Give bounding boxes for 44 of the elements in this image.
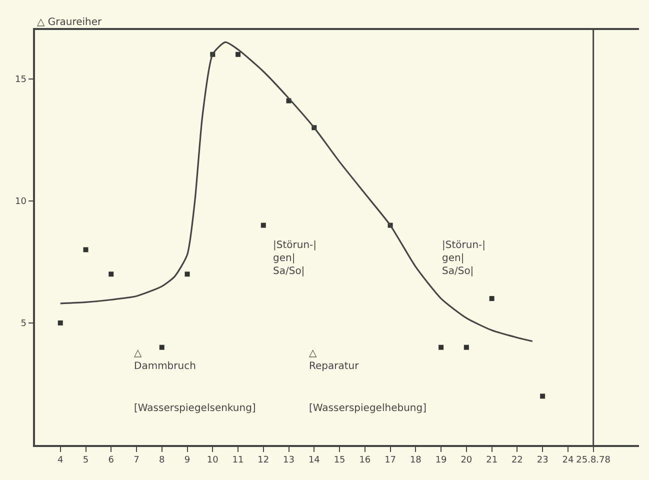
x-tick-label: 15 <box>334 456 346 466</box>
x-tick-label: 21 <box>486 456 498 466</box>
x-tick-label: 8 <box>159 456 166 466</box>
x-tick-label: 17 <box>384 456 396 466</box>
y-axis-title: △ Graureiher <box>37 17 103 28</box>
y-tick-label: 5 <box>20 319 26 330</box>
annotation: △ Dammbruch <box>134 348 196 372</box>
x-tick-label: 6 <box>108 456 114 466</box>
x-tick-label: 16 <box>359 456 371 466</box>
annotation: |Störun-| gen| Sa/So| <box>442 240 486 277</box>
point <box>236 52 241 57</box>
x-tick-label: 10 <box>206 456 219 466</box>
x-tick-label: 11 <box>232 456 244 466</box>
line-series <box>60 41 534 342</box>
point <box>58 320 63 326</box>
x-tick-label: 18 <box>410 456 422 466</box>
y-tick-label: 10 <box>14 197 27 208</box>
point <box>184 272 190 277</box>
annotation: |Störun-| gen| Sa/So| <box>273 240 317 277</box>
point <box>464 344 469 350</box>
x-tick-label: 12 <box>258 456 270 466</box>
y-tick-label: 15 <box>14 74 26 85</box>
annotation: [Wasserspiegelsenkung] <box>134 403 256 414</box>
point <box>108 272 114 277</box>
point <box>540 394 546 399</box>
x-tick-label: 20 <box>460 456 472 466</box>
point <box>438 344 444 350</box>
point <box>159 344 164 350</box>
x-tick-label: 14 <box>308 456 320 466</box>
x-tick-label: 23 <box>536 456 548 466</box>
annotation: [Wasserspiegelhebung] <box>309 403 427 414</box>
x-tick-label: 9 <box>184 456 190 466</box>
x-tick-label: 7 <box>134 456 140 466</box>
point <box>489 296 494 302</box>
annotation: △ Reparatur <box>309 348 360 372</box>
x-tick-label: 22 <box>511 456 523 466</box>
point <box>83 247 88 252</box>
x-tick-label: 4 <box>58 456 64 466</box>
x-tick-label: 25.8.78 <box>576 456 611 466</box>
x-tick-label: 19 <box>435 456 448 466</box>
point <box>260 222 266 228</box>
x-tick-label: 5 <box>82 456 89 466</box>
x-tick-label: 13 <box>283 456 295 466</box>
x-tick-label: 24 <box>562 456 574 466</box>
